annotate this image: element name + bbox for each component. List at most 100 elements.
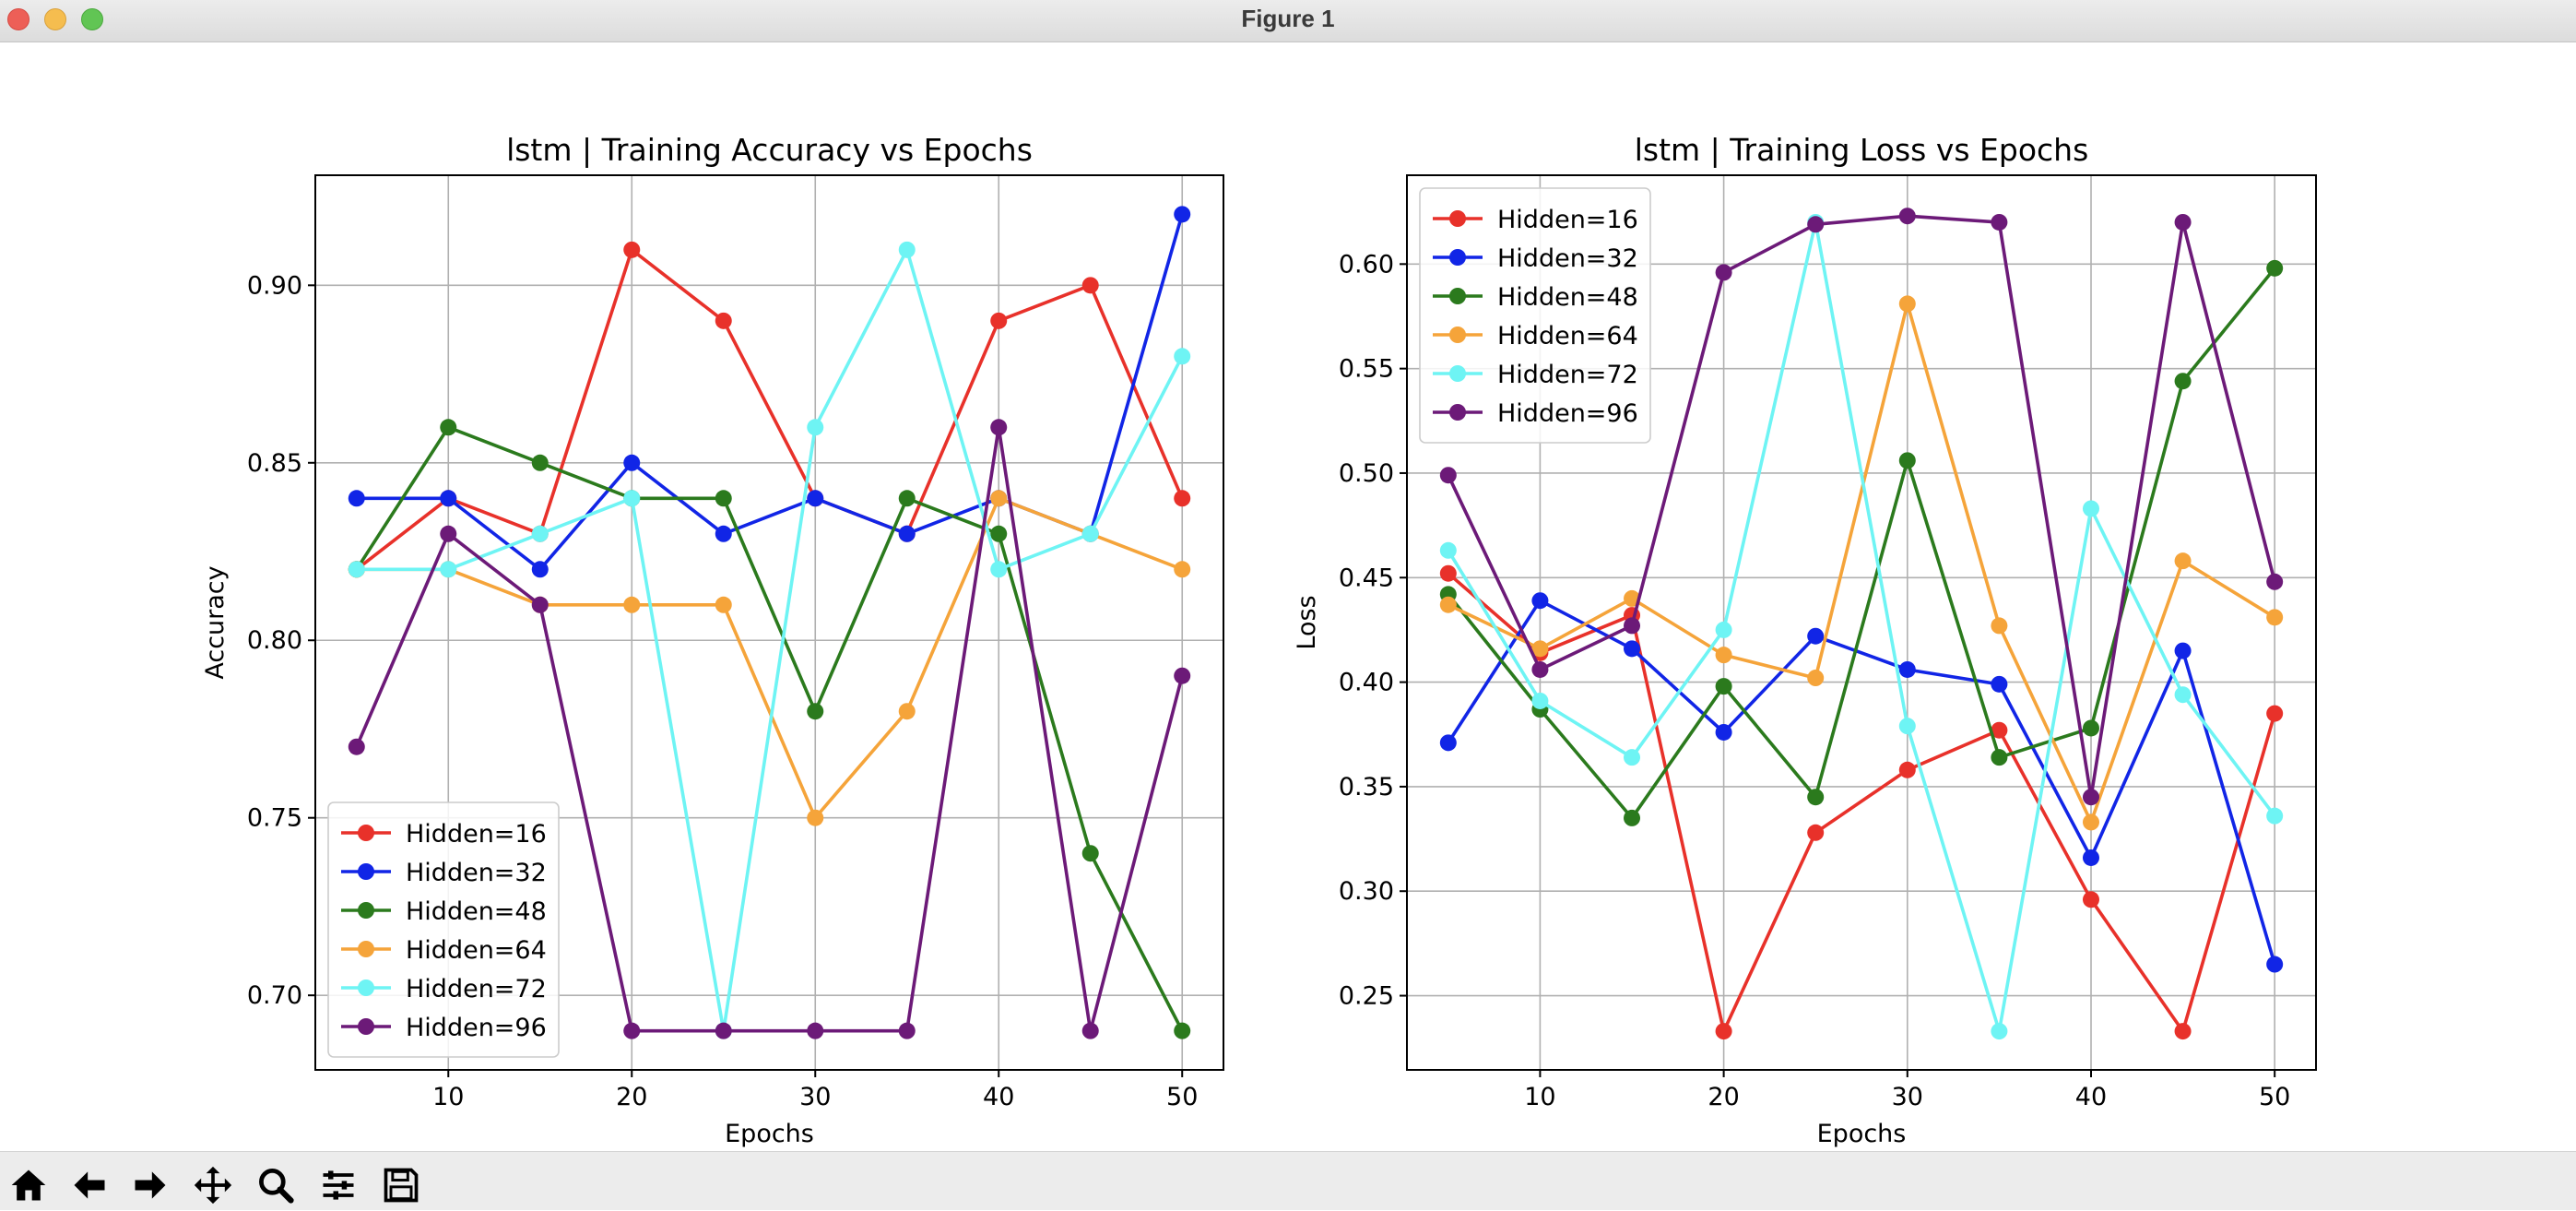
y-tick-label: 0.75: [247, 804, 302, 833]
data-point: [1991, 617, 2008, 635]
data-point: [1715, 678, 1732, 695]
data-point: [807, 419, 824, 436]
home-button[interactable]: [0, 1159, 57, 1211]
data-point: [715, 596, 732, 613]
forward-arrow-icon: [135, 1171, 166, 1199]
data-point: [1991, 1023, 2008, 1040]
legend-label: Hidden=64: [1497, 322, 1638, 350]
zoom-button[interactable]: [247, 1159, 304, 1211]
x-tick-label: 40: [2075, 1083, 2107, 1111]
series-line: [356, 496, 1183, 820]
data-point: [715, 312, 732, 329]
data-point: [1624, 617, 1641, 635]
y-tick-label: 0.70: [247, 981, 302, 1010]
data-point: [1898, 295, 1916, 313]
data-point: [623, 454, 641, 471]
y-tick-label: 0.90: [247, 271, 302, 300]
data-point: [531, 525, 549, 542]
data-point: [715, 490, 732, 507]
legend-label: Hidden=48: [406, 897, 547, 926]
chart-2: 10 20 30 40 50 0.25 0.30 0.35 0.40 0.45 0.50 0.55 0.…: [1293, 132, 2317, 1148]
legend: Hidden=16 Hidden=32 Hidden=48 Hidden=64 Hidd…: [1419, 187, 1651, 444]
data-point: [2082, 500, 2099, 517]
y-tick-label: 0.55: [1339, 355, 1394, 384]
close-window-button[interactable]: [7, 8, 30, 30]
data-point: [1624, 749, 1641, 766]
chart-title: lstm | Training Accuracy vs Epochs: [506, 132, 1033, 168]
maximize-window-button[interactable]: [81, 8, 103, 30]
data-point: [531, 454, 549, 471]
data-point: [2266, 956, 2284, 973]
data-point: [1439, 596, 1457, 613]
data-point: [1991, 749, 2008, 766]
y-tick-label: 0.40: [1339, 669, 1394, 697]
data-point: [990, 312, 1008, 329]
data-point: [1898, 761, 1916, 778]
legend-label: Hidden=16: [1497, 206, 1638, 234]
legend-box: [1419, 187, 1651, 444]
pan-button[interactable]: [184, 1159, 242, 1211]
chart-title: lstm | Training Loss vs Epochs: [1635, 132, 2089, 168]
legend: Hidden=16 Hidden=32 Hidden=48 Hidden=64 Hidd…: [327, 801, 560, 1058]
data-point: [623, 241, 641, 258]
legend-label: Hidden=96: [1497, 399, 1638, 428]
legend-marker: [1449, 326, 1466, 343]
data-point: [1715, 1023, 1732, 1040]
data-point: [623, 1022, 641, 1039]
y-tick-label: 0.60: [1339, 250, 1394, 279]
data-point: [531, 561, 549, 578]
data-point: [1624, 640, 1641, 658]
data-point: [1715, 264, 1732, 281]
series-line: [1447, 267, 2276, 820]
data-point: [2082, 891, 2099, 908]
x-tick-label: 20: [1707, 1083, 1739, 1111]
data-point: [715, 1022, 732, 1039]
navigation-toolbar: [0, 1151, 2576, 1210]
y-tick-label: 0.80: [247, 626, 302, 655]
data-point: [990, 525, 1008, 542]
data-point: [1991, 675, 2008, 693]
x-tick-label: 30: [1892, 1083, 1923, 1111]
data-point: [1439, 734, 1457, 752]
save-floppy-icon: [384, 1168, 419, 1203]
back-button[interactable]: [61, 1159, 118, 1211]
data-point: [2174, 1023, 2192, 1040]
data-point: [807, 490, 824, 507]
y-axis-label: Loss: [1293, 595, 1321, 649]
data-point: [1807, 670, 1825, 687]
data-point: [1174, 490, 1191, 507]
back-arrow-icon: [74, 1171, 105, 1199]
configure-subplots-button[interactable]: [310, 1159, 367, 1211]
minimize-window-button[interactable]: [44, 8, 66, 30]
data-point: [2266, 259, 2284, 277]
series-line: [356, 248, 1184, 1033]
y-tick-label: 0.85: [247, 449, 302, 478]
data-point: [1174, 1022, 1191, 1039]
data-point: [1174, 561, 1191, 578]
x-tick-label: 30: [799, 1083, 831, 1111]
data-point: [2266, 705, 2284, 722]
data-point: [531, 596, 549, 613]
legend-box: [327, 801, 560, 1058]
data-point: [1531, 660, 1549, 678]
data-point: [1807, 789, 1825, 806]
data-point: [1531, 692, 1549, 709]
data-point: [1531, 592, 1549, 610]
legend-marker: [1449, 210, 1466, 227]
save-button[interactable]: [372, 1159, 430, 1211]
series-line: [1447, 572, 2276, 1033]
x-tick-label: 40: [983, 1083, 1014, 1111]
figure-svg: 10 20 30 40 50 0.70 0.75 0.80 0.85 0.90 lstm | Tra…: [201, 132, 2317, 1148]
data-point: [440, 561, 457, 578]
data-point: [1174, 348, 1191, 365]
legend-label: Hidden=64: [406, 936, 547, 965]
data-point: [1898, 718, 1916, 735]
data-point: [1991, 721, 2008, 739]
data-point: [990, 419, 1008, 436]
data-point: [898, 241, 916, 258]
data-point: [2082, 849, 2099, 866]
data-point: [2266, 573, 2284, 590]
forward-button[interactable]: [122, 1159, 179, 1211]
data-point: [1898, 660, 1916, 678]
y-tick-label: 0.45: [1339, 564, 1394, 592]
